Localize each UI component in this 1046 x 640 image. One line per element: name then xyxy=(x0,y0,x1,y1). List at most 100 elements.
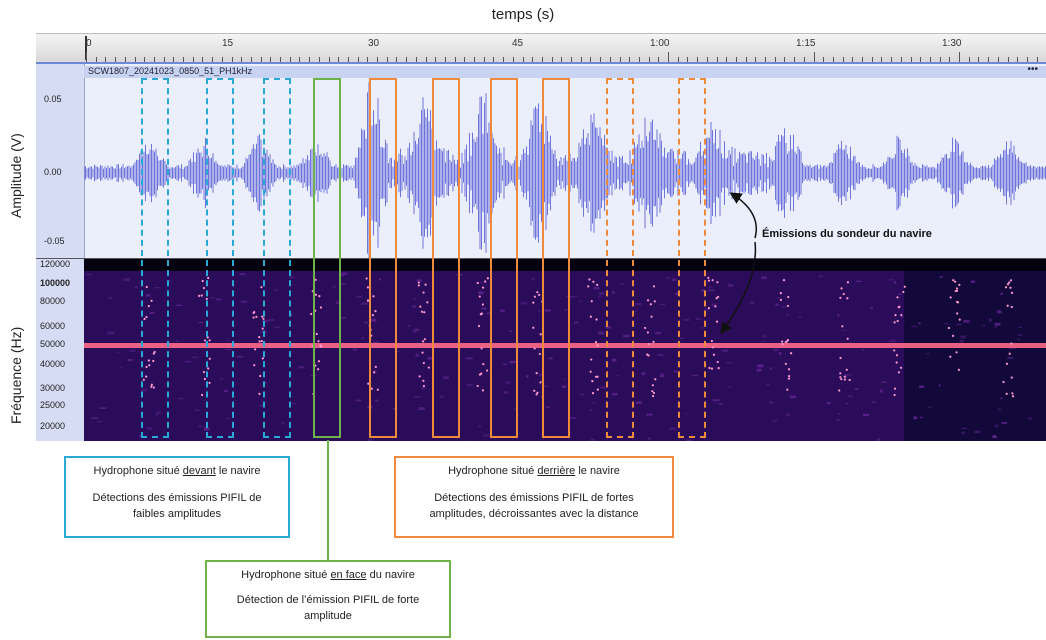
time-ruler[interactable]: 0 15 30 45 1:00 1:15 1:30 xyxy=(36,33,1046,63)
spectrogram-noise xyxy=(91,417,99,419)
spectrogram-detection-point xyxy=(647,342,650,346)
spectrogram-detection-point xyxy=(895,361,898,364)
spectrogram-noise xyxy=(341,274,344,277)
spectrogram-detection-point xyxy=(421,340,425,343)
ruler-tick xyxy=(231,57,233,62)
detection-box-behind xyxy=(369,78,397,438)
spectrogram-noise xyxy=(992,434,996,438)
spectrogram-noise xyxy=(274,289,278,292)
spectrogram-noise xyxy=(1000,292,1003,295)
spectrogram-noise xyxy=(612,358,617,361)
ruler-tick xyxy=(280,57,281,62)
spectrogram-noise xyxy=(712,399,720,402)
spectrogram-noise xyxy=(225,417,230,420)
frequency-tick: 100000 xyxy=(40,278,71,288)
track-title-bar[interactable]: SCW1807_20241023_0850_51_PH1kHz ••• xyxy=(84,64,1046,78)
spectrogram-noise xyxy=(641,372,646,376)
spectrogram-noise xyxy=(963,320,970,323)
ruler-tick xyxy=(202,57,204,62)
spectrogram-noise xyxy=(155,413,158,416)
spectrogram-detection-point xyxy=(588,278,591,281)
spectrogram-detection-point xyxy=(707,307,710,310)
spectrogram-detection-point xyxy=(590,358,593,361)
spectrogram-detection-point xyxy=(145,365,148,369)
track-menu-button[interactable]: ••• xyxy=(1027,64,1038,75)
amplitude-scale: 0.05 0.00 -0.05 xyxy=(36,64,85,260)
spectrogram-noise xyxy=(727,283,734,287)
spectrogram-noise xyxy=(778,352,782,355)
spectrogram-noise xyxy=(483,434,489,437)
spectrogram-detection-point xyxy=(150,385,153,388)
ruler-tick xyxy=(454,57,456,62)
spectrogram-detection-point xyxy=(590,300,593,303)
waveform-panel[interactable]: 0.05 0.00 -0.05 SCW1807_20241023_0850_51… xyxy=(36,62,1046,260)
spectrogram-noise xyxy=(486,312,491,315)
spectrogram-noise xyxy=(789,395,797,399)
spectrogram-detection-point xyxy=(476,384,479,388)
ruler-tick xyxy=(862,57,863,62)
spectrogram-noise xyxy=(675,292,679,296)
spectrogram-noise xyxy=(611,359,617,362)
spectrogram-noise xyxy=(513,408,518,411)
spectrogram-detection-point xyxy=(654,378,657,381)
spectrogram-detection-point xyxy=(1006,283,1010,286)
ruler-tick xyxy=(988,57,990,62)
spectrogram-detection-point xyxy=(1002,380,1005,384)
spectrogram-noise xyxy=(635,401,642,405)
spectrogram-noise xyxy=(704,308,710,311)
spectrogram-detection-point xyxy=(260,286,263,289)
spectrogram-detection-point xyxy=(955,289,959,292)
frequency-tick: 40000 xyxy=(40,359,66,369)
spectrogram-noise xyxy=(786,413,790,416)
ruler-tick xyxy=(629,57,631,62)
spectrogram-noise xyxy=(683,318,690,321)
spectrogram-detection-point xyxy=(595,318,598,321)
spectrogram-detection-point xyxy=(1010,376,1013,379)
spectrogram-detection-point xyxy=(422,291,425,294)
spectrogram-detection-point xyxy=(708,366,711,370)
spectrogram-noise xyxy=(543,385,549,387)
ruler-tick xyxy=(328,57,330,62)
spectrogram-detection-point xyxy=(203,377,206,381)
spectrogram-detection-point xyxy=(710,339,713,343)
spectrogram-noise xyxy=(367,439,374,441)
spectrogram-detection-point xyxy=(955,351,958,354)
spectrogram-detection-point xyxy=(366,286,370,289)
detection-box-behind xyxy=(432,78,460,438)
spectrogram-noise xyxy=(107,296,113,299)
spectrogram-detection-point xyxy=(652,285,656,288)
spectrogram-noise xyxy=(259,405,264,407)
spectrogram-detection-point xyxy=(208,381,211,384)
spectrogram-noise xyxy=(994,322,1001,326)
spectrogram-detection-point xyxy=(786,304,790,308)
spectrogram-background xyxy=(84,259,1046,441)
callout-facing: Hydrophone situé en face du navire Détec… xyxy=(205,560,451,638)
spectrogram-detection-point xyxy=(596,344,599,347)
spectrogram-noise xyxy=(375,399,379,402)
spectrogram-noise xyxy=(413,330,416,334)
time-tick-label: 0 xyxy=(86,38,92,49)
spectrogram-detection-point xyxy=(779,292,782,295)
ruler-tick xyxy=(318,57,320,62)
spectrogram-detection-point xyxy=(1005,362,1009,365)
spectrogram-noise xyxy=(686,439,693,441)
spectrogram-noise xyxy=(711,303,717,307)
spectrogram-detection-point xyxy=(955,287,959,290)
spectrogram-noise xyxy=(96,421,102,423)
spectrogram-noise xyxy=(855,280,862,282)
ruler-tick xyxy=(842,57,844,62)
spectrogram-noise xyxy=(219,377,224,381)
spectrogram-detection-point xyxy=(1008,352,1011,355)
spectrogram-noise xyxy=(1027,417,1032,420)
playhead-marker[interactable] xyxy=(85,36,87,60)
spectrogram-noise xyxy=(611,392,618,396)
spectrogram-noise xyxy=(408,324,411,327)
spectrogram-detection-point xyxy=(846,337,849,340)
spectrogram-detection-point xyxy=(903,285,906,288)
spectrogram-noise xyxy=(467,383,473,387)
spectrogram-noise xyxy=(1001,422,1008,424)
spectrogram-detection-point xyxy=(591,380,594,383)
spectrogram-detection-point xyxy=(715,297,718,300)
spectrogram-panel[interactable]: 120000 100000 80000 60000 50000 40000 30… xyxy=(36,258,1046,441)
ruler-tick xyxy=(590,57,592,62)
